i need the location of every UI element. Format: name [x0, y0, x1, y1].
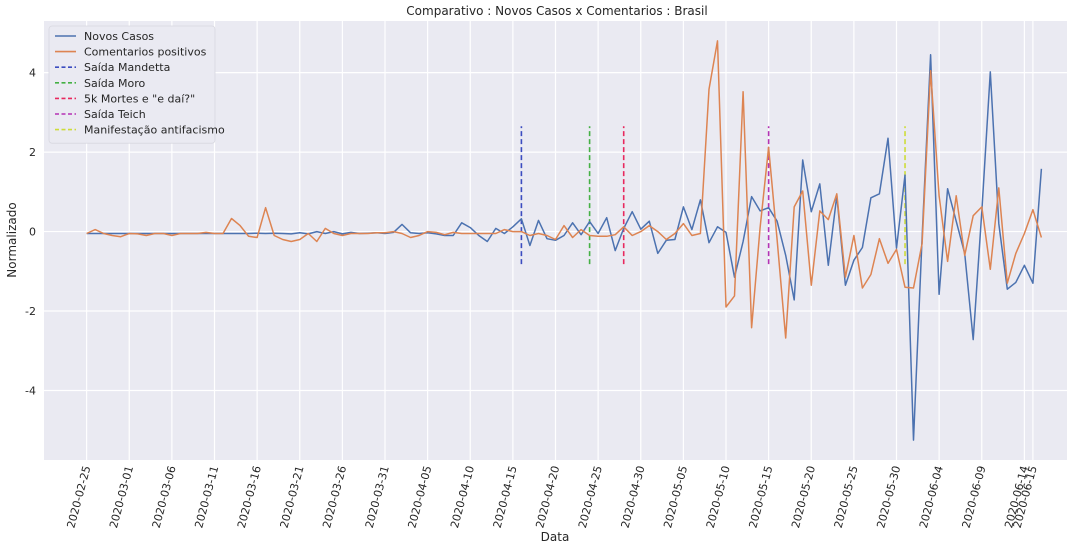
x-tick-label: 2020-03-21	[278, 464, 307, 529]
series-line	[86, 40, 1043, 339]
x-tick-label: 2020-05-20	[789, 464, 818, 529]
y-tick-label: 0	[29, 226, 36, 239]
x-tick-label: 2020-05-05	[661, 464, 690, 529]
x-tick-label: 2020-03-01	[107, 464, 136, 529]
legend-label: Novos Casos	[84, 30, 154, 43]
x-tick-label: 2020-03-16	[235, 464, 264, 529]
legend-label: 5k Mortes e "e daí?"	[84, 92, 195, 105]
x-tick-label: 2020-04-05	[405, 464, 434, 529]
y-tick-label: -2	[25, 305, 36, 318]
legend-label: Saída Mandetta	[84, 61, 170, 74]
legend-box	[48, 25, 216, 144]
x-tick-label: 2020-03-11	[192, 464, 221, 529]
x-tick-label: 2020-05-10	[704, 464, 733, 529]
x-axis-label: Data	[541, 530, 570, 544]
x-tick-label: 2020-05-30	[874, 464, 903, 529]
legend-label: Comentarios positivos	[84, 46, 207, 59]
chart-title: Comparativo : Novos Casos x Comentarios …	[406, 4, 707, 18]
y-tick-label: 2	[29, 146, 36, 159]
y-tick-label: -4	[25, 384, 36, 397]
x-tick-label: 2020-05-25	[832, 464, 861, 529]
x-tick-label: 2020-02-25	[64, 464, 93, 529]
y-tick-label: 4	[29, 67, 36, 80]
legend-label: Manifestação antifacismo	[84, 124, 225, 137]
x-tick-label: 2020-04-10	[448, 464, 477, 529]
y-axis-label: Normalizado	[5, 202, 19, 277]
x-tick-label: 2020-04-15	[491, 464, 520, 529]
x-tick-label: 2020-06-09	[960, 464, 989, 529]
x-tick-label: 2020-03-06	[150, 464, 179, 529]
x-tick-label: 2020-04-30	[619, 464, 648, 529]
legend: Novos Casos Comentarios positivos Saída Ma…	[48, 25, 225, 144]
x-tick-label: 2020-05-15	[746, 464, 775, 529]
x-tick-label: 2020-04-25	[576, 464, 605, 529]
x-tick-labels: 2020-02-25 2020-03-01 2020-03-06 2020-03-11…	[64, 464, 1039, 529]
legend-label: Saída Moro	[84, 77, 146, 90]
x-tick-label: 2020-03-26	[320, 464, 349, 529]
x-tick-label: 2020-04-20	[533, 464, 562, 529]
legend-label: Saída Teich	[84, 108, 146, 121]
series-lines	[86, 40, 1043, 441]
x-tick-label: 2020-06-04	[917, 464, 946, 529]
x-tick-label: 2020-03-31	[363, 464, 392, 529]
y-tick-labels: -4 -2 0 2 4	[25, 67, 36, 398]
